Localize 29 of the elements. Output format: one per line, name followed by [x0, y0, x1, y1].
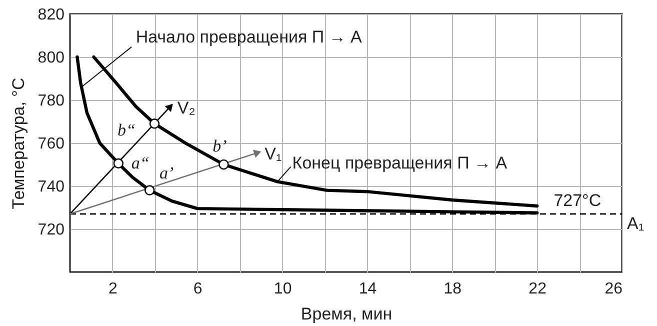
annotation: b“ [118, 120, 136, 140]
text: Начало превращения П → А [136, 28, 363, 47]
point [113, 158, 124, 169]
y-tick-label: 800 [38, 50, 65, 66]
legend-label: Конец превращения П → А [292, 153, 508, 172]
y-tick-label: 760 [38, 136, 65, 152]
series-label: V₂ [177, 98, 196, 118]
annotation: 727°C [554, 190, 602, 210]
y-tick-label: 740 [38, 178, 65, 196]
x-tick-label: 14 [358, 280, 377, 298]
x-tick-label: 2 [108, 280, 118, 298]
series-label: V₁ [264, 144, 282, 164]
y-axis-title: Температура, °С [8, 78, 28, 210]
annotation: b’ [212, 136, 228, 156]
ref-line-label: A₁ [627, 214, 644, 233]
x-tick-label: 6 [193, 280, 202, 298]
point [149, 118, 160, 129]
x-tick-label: 22 [528, 280, 547, 298]
x-tick-label: 26 [604, 280, 623, 298]
annotation: a’ [160, 163, 174, 182]
y-tick-label: 780 [38, 92, 65, 110]
point [218, 159, 229, 170]
x-tick-label: 10 [274, 280, 292, 298]
point [144, 185, 155, 196]
x-axis-title: Время, мин [300, 304, 392, 324]
y-tick-label: 820 [38, 6, 65, 24]
y-tick-label: 720 [38, 222, 65, 238]
x-tick-label: 18 [444, 280, 462, 298]
annotation: a“ [131, 153, 150, 172]
